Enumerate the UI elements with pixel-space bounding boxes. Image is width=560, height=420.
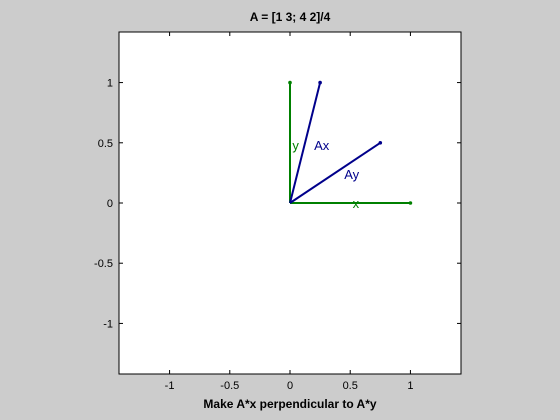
vector-lines [288,80,413,205]
x-tick-label: -1 [165,380,175,392]
vector-labels: x y Ax Ay [292,138,359,211]
vector-ax-line [289,82,322,204]
y-tick-label: 1 [107,78,113,90]
y-tick-label: -1 [103,318,113,330]
x-tick-label: 0.5 [343,380,358,392]
x-axis-label: Make A*x perpendicular to A*y [203,397,376,411]
y-tick-label: 0 [107,198,113,210]
vector-y-tip [288,80,292,85]
x-tick-label: 0 [287,380,293,392]
x-tick-label: 1 [407,380,413,392]
x-tick-label: -0.5 [220,380,239,392]
vector-x-tip [408,201,413,205]
vector-y-label: y [292,138,299,153]
vector-x-label: x [353,196,360,211]
vector-ay-line [289,141,381,204]
y-tick-label: -0.5 [94,258,113,270]
vector-ay-label: Ay [344,167,359,182]
chart-title: A = [1 3; 4 2]/4 [250,10,331,24]
vector-ax-label: Ax [314,138,330,153]
y-tick-label: 0.5 [98,138,113,150]
vector-ax-tip [318,80,322,85]
axis-tick-labels: -1 -0.5 0 0.5 1 1 0.5 0 -0.5 -1 [94,78,413,392]
axis-ticks [119,32,461,374]
vector-ay-tip [378,140,383,145]
